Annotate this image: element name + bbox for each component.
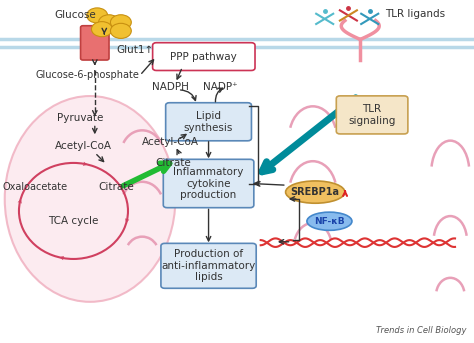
Text: NADPH: NADPH <box>152 82 189 93</box>
FancyBboxPatch shape <box>161 244 256 288</box>
Text: TLR ligands: TLR ligands <box>385 9 445 20</box>
Text: Citrate: Citrate <box>98 182 134 192</box>
Text: Pyruvate: Pyruvate <box>57 113 104 123</box>
Text: Oxaloacetate: Oxaloacetate <box>3 182 68 192</box>
Text: Glut1↑: Glut1↑ <box>116 45 154 55</box>
Circle shape <box>91 22 112 37</box>
Ellipse shape <box>285 181 345 203</box>
Text: Production of
anti-inflammatory
lipids: Production of anti-inflammatory lipids <box>162 249 255 282</box>
Text: Acetyl-CoA: Acetyl-CoA <box>142 137 199 147</box>
Text: TCA cycle: TCA cycle <box>48 216 99 226</box>
Circle shape <box>87 8 108 23</box>
Text: Glucose: Glucose <box>55 10 96 21</box>
Text: NADP⁺: NADP⁺ <box>203 82 238 93</box>
Text: Lipid
synthesis: Lipid synthesis <box>184 111 233 132</box>
FancyBboxPatch shape <box>163 159 254 208</box>
Text: PPP pathway: PPP pathway <box>171 51 237 62</box>
Text: Glucose-6-phosphate: Glucose-6-phosphate <box>36 70 140 81</box>
FancyBboxPatch shape <box>336 96 408 134</box>
FancyBboxPatch shape <box>153 43 255 70</box>
Circle shape <box>99 15 119 30</box>
Text: Acetyl-CoA: Acetyl-CoA <box>55 141 111 151</box>
Circle shape <box>110 15 131 30</box>
Text: TLR
signaling: TLR signaling <box>348 104 396 126</box>
Text: Citrate: Citrate <box>155 158 191 168</box>
FancyBboxPatch shape <box>165 103 251 141</box>
Text: Inflammatory
cytokine
production: Inflammatory cytokine production <box>173 167 244 200</box>
Text: Trends in Cell Biology: Trends in Cell Biology <box>376 327 467 335</box>
Circle shape <box>110 23 131 38</box>
FancyBboxPatch shape <box>81 26 109 60</box>
Text: SREBP1a: SREBP1a <box>291 187 340 197</box>
Ellipse shape <box>5 96 175 302</box>
Text: NF-κB: NF-κB <box>314 217 345 226</box>
Ellipse shape <box>307 212 352 230</box>
